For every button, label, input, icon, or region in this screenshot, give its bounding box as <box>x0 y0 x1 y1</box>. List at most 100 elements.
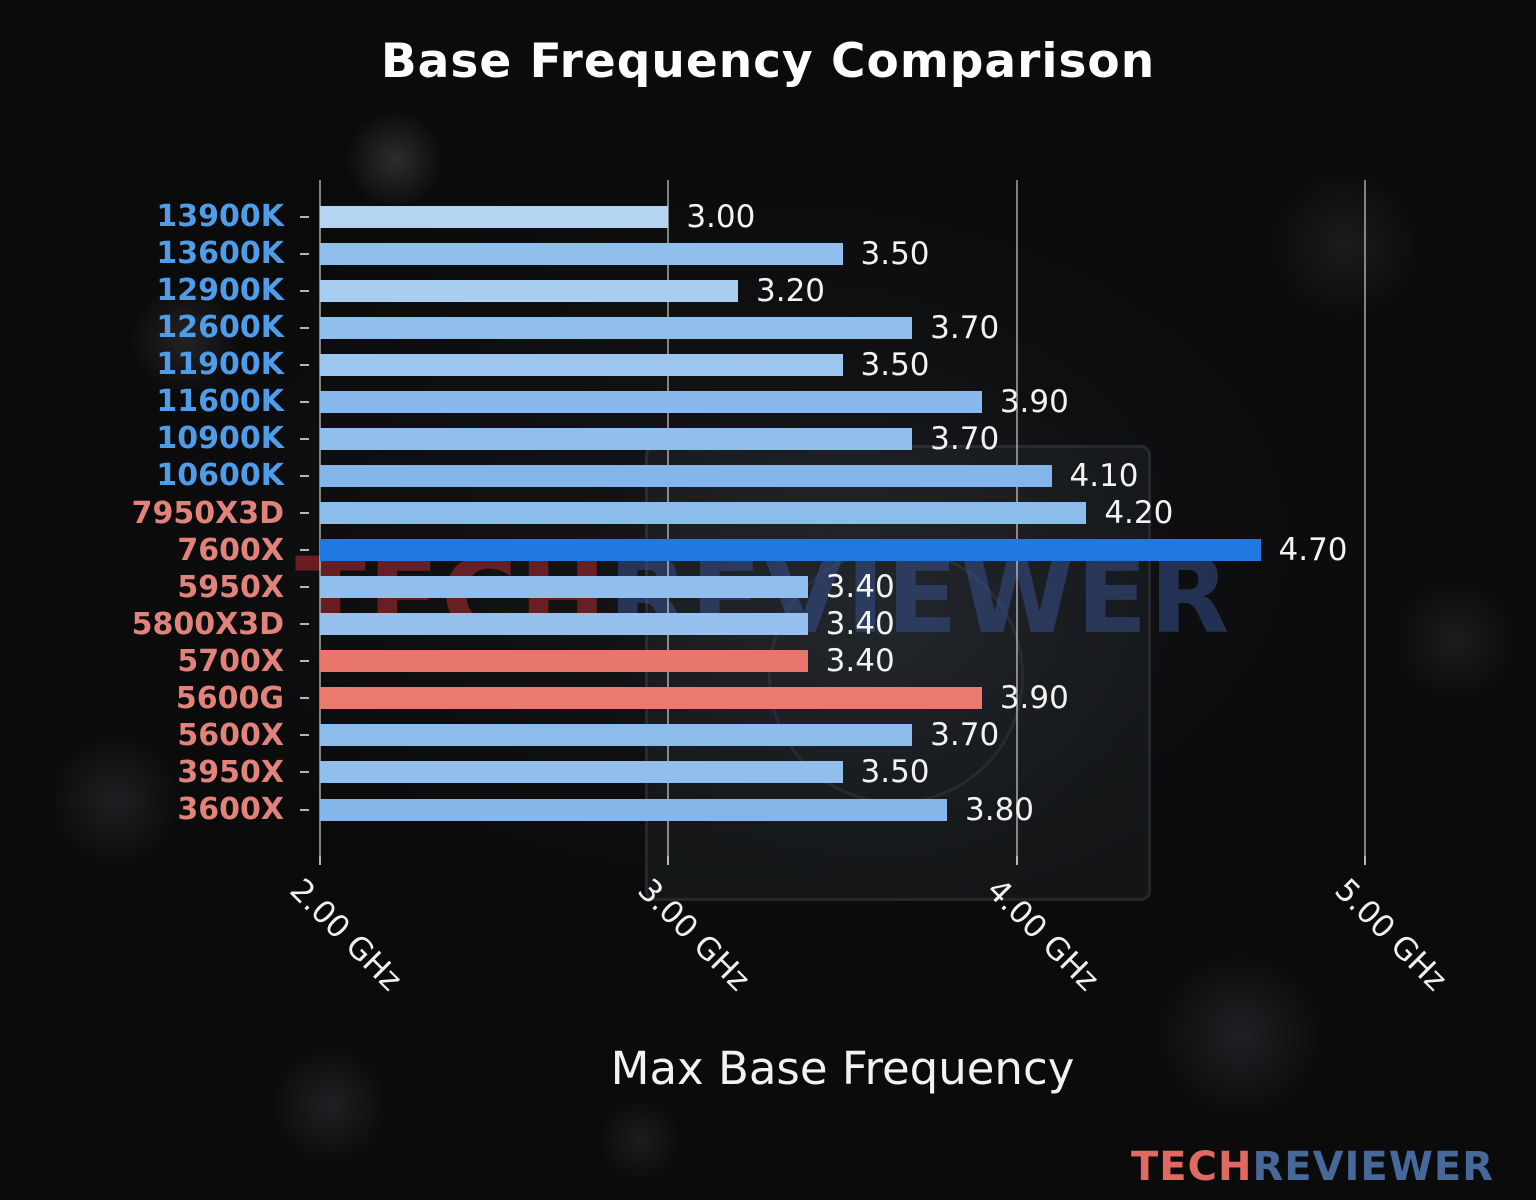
value-label: 3.20 <box>756 272 826 309</box>
value-label: 3.50 <box>860 235 930 272</box>
bar-rows: 13900K 3.00 13600K 3.50 12900K 3.20 12600K 3.70… <box>0 198 1536 828</box>
bar-zone: 3.50 <box>320 347 1365 383</box>
bar <box>320 205 669 228</box>
category-label: 12900K <box>156 273 284 309</box>
bar <box>320 724 913 747</box>
value-label: 3.50 <box>860 754 930 791</box>
category-label: 11900K <box>156 347 284 383</box>
bar <box>320 761 843 784</box>
gridline <box>1364 180 1366 856</box>
bar-zone: 3.70 <box>320 310 1365 346</box>
bar-zone: 4.10 <box>320 458 1365 494</box>
category-label: 10900K <box>156 421 284 457</box>
bar-zone: 3.70 <box>320 421 1365 457</box>
y-axis-tick <box>300 215 309 218</box>
y-axis-tick <box>300 549 309 552</box>
y-axis-tick <box>300 734 309 737</box>
bar-zone: 4.20 <box>320 495 1365 531</box>
bar-zone: 3.70 <box>320 717 1365 753</box>
bar-row: 11600K 3.90 <box>0 383 1536 420</box>
bar-zone: 3.50 <box>320 236 1365 272</box>
category-label: 5950X <box>177 569 284 605</box>
bar-row: 5950X 3.40 <box>0 569 1536 606</box>
category-label: 5800X3D <box>131 606 284 642</box>
bar-zone: 3.90 <box>320 384 1365 420</box>
chart-title: Base Frequency Comparison <box>380 34 1156 89</box>
category-label: 5600G <box>175 680 284 716</box>
x-axis-tick <box>1015 856 1018 865</box>
bar <box>320 539 1261 562</box>
bar-zone: 3.40 <box>320 643 1365 679</box>
value-label: 4.70 <box>1278 532 1348 569</box>
category-label: 5600X <box>177 717 284 753</box>
category-label: 5700X <box>177 643 284 679</box>
bar-row: 7600X 4.70 <box>0 532 1536 569</box>
y-axis-tick <box>300 512 309 515</box>
bar-row: 7950X3D 4.20 <box>0 495 1536 532</box>
y-axis-tick <box>300 400 309 403</box>
y-axis-tick <box>300 326 309 329</box>
bar-row: 13900K 3.00 <box>0 198 1536 235</box>
bar-row: 3950X 3.50 <box>0 754 1536 791</box>
y-axis-tick <box>300 586 309 589</box>
category-label: 3950X <box>177 754 284 790</box>
x-axis-ticks <box>319 856 1366 865</box>
bar-zone: 3.40 <box>320 606 1365 642</box>
bar <box>320 242 843 265</box>
category-label: 7950X3D <box>131 495 284 531</box>
value-label: 3.50 <box>860 346 930 383</box>
bar-row: 11900K 3.50 <box>0 346 1536 383</box>
value-label: 3.70 <box>930 420 1000 457</box>
bar-zone: 3.00 <box>320 199 1365 235</box>
category-label: 7600X <box>177 532 284 568</box>
bar-row: 13600K 3.50 <box>0 235 1536 272</box>
bar-zone: 3.90 <box>320 680 1365 716</box>
bar-zone: 3.80 <box>320 792 1365 828</box>
bar-row: 10900K 3.70 <box>0 420 1536 457</box>
bar-row: 5600X 3.70 <box>0 717 1536 754</box>
x-axis-tick <box>1364 856 1366 865</box>
y-axis-tick <box>300 660 309 663</box>
bar <box>320 279 738 302</box>
logo-tech: TECH <box>1131 1144 1253 1190</box>
y-axis-tick <box>300 252 309 255</box>
value-label: 3.80 <box>965 791 1035 828</box>
category-label: 12600K <box>156 310 284 346</box>
value-label: 3.90 <box>999 680 1069 717</box>
category-label: 13600K <box>156 236 284 272</box>
bar <box>320 427 913 450</box>
bar-row: 5800X3D 3.40 <box>0 606 1536 643</box>
bar <box>320 613 808 636</box>
value-label: 3.70 <box>930 309 1000 346</box>
bar-zone: 3.50 <box>320 754 1365 790</box>
bar <box>320 798 947 821</box>
x-axis-tick <box>319 856 321 865</box>
bar-zone: 4.70 <box>320 532 1365 568</box>
bar-row: 12900K 3.20 <box>0 272 1536 309</box>
x-axis-tick <box>667 856 670 865</box>
bar-zone: 3.40 <box>320 569 1365 605</box>
bar <box>320 316 913 339</box>
value-label: 3.40 <box>825 569 895 606</box>
category-label: 10600K <box>156 458 284 494</box>
y-axis-tick <box>300 437 309 440</box>
value-label: 3.40 <box>825 643 895 680</box>
value-label: 3.70 <box>930 717 1000 754</box>
bar-row: 12600K 3.70 <box>0 309 1536 346</box>
value-label: 3.40 <box>825 606 895 643</box>
bar-row: 3600X 3.80 <box>0 791 1536 828</box>
y-axis-tick <box>300 289 309 292</box>
y-axis-tick <box>300 771 309 774</box>
value-label: 4.10 <box>1069 457 1139 494</box>
x-axis-label: Max Base Frequency <box>610 1042 1075 1095</box>
y-axis-tick <box>300 808 309 811</box>
value-label: 3.90 <box>999 383 1069 420</box>
category-label: 3600X <box>177 792 284 828</box>
bar-row: 5700X 3.40 <box>0 643 1536 680</box>
category-label: 11600K <box>156 384 284 420</box>
bar <box>320 353 843 376</box>
bar-row: 5600G 3.90 <box>0 680 1536 717</box>
category-label: 13900K <box>156 199 284 235</box>
y-axis-tick <box>300 697 309 700</box>
bar <box>320 576 808 599</box>
